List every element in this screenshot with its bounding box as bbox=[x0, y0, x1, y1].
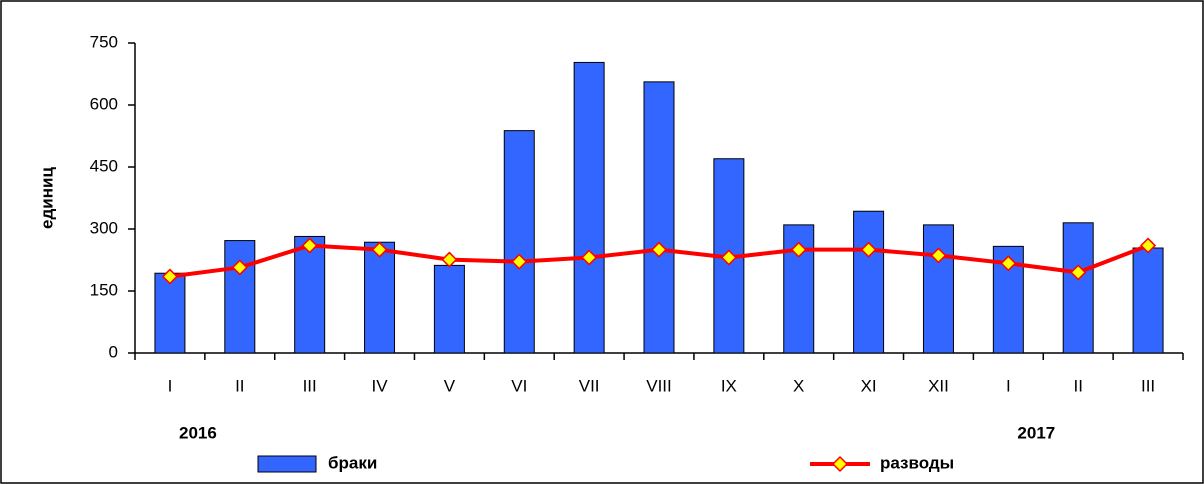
x-tick-label: II bbox=[1073, 376, 1082, 395]
line-marker bbox=[650, 241, 668, 258]
line-marker bbox=[301, 237, 318, 254]
x-tick-label: I bbox=[168, 376, 173, 395]
y-tick-label: 0 bbox=[109, 342, 118, 361]
bar bbox=[1062, 222, 1094, 354]
legend-swatch bbox=[257, 455, 317, 473]
bar bbox=[643, 81, 675, 354]
legend-marker bbox=[831, 455, 849, 473]
bar bbox=[154, 272, 186, 354]
line-marker bbox=[790, 241, 807, 258]
bar bbox=[364, 241, 396, 354]
y-tick-label: 450 bbox=[90, 156, 118, 175]
bar bbox=[922, 224, 954, 354]
x-tick-label: IX bbox=[721, 376, 737, 395]
line-marker bbox=[511, 253, 528, 270]
line-marker bbox=[1070, 264, 1087, 281]
x-tick-label: I bbox=[1006, 376, 1011, 395]
bar bbox=[853, 210, 885, 354]
line-marker bbox=[1140, 237, 1157, 254]
bar bbox=[294, 235, 326, 354]
line-marker bbox=[720, 249, 737, 266]
year-label: 2017 bbox=[1017, 423, 1055, 442]
x-tick-label: III bbox=[1141, 376, 1155, 395]
x-tick-label: VII bbox=[579, 376, 600, 395]
y-tick-label: 150 bbox=[90, 280, 118, 299]
x-tick-label: X bbox=[793, 376, 804, 395]
line-marker bbox=[441, 251, 458, 268]
bar bbox=[1132, 247, 1164, 354]
x-tick-label: II bbox=[235, 376, 244, 395]
x-tick-label: XII bbox=[928, 376, 949, 395]
bar bbox=[503, 130, 535, 354]
y-tick-label: 600 bbox=[90, 94, 118, 113]
line-marker bbox=[371, 241, 388, 258]
x-tick-label: V bbox=[444, 376, 456, 395]
legend-label: разводы bbox=[880, 453, 954, 472]
x-tick-label: III bbox=[303, 376, 317, 395]
year-label: 2016 bbox=[179, 423, 217, 442]
line-marker bbox=[161, 268, 178, 285]
x-tick-label: IV bbox=[372, 376, 389, 395]
y-tick-label: 750 bbox=[90, 32, 118, 51]
x-tick-label: VI bbox=[511, 376, 527, 395]
x-tick-label: VIII bbox=[646, 376, 672, 395]
line-marker bbox=[860, 241, 877, 258]
bar bbox=[433, 264, 465, 354]
y-tick-label: 300 bbox=[90, 218, 118, 237]
line-marker bbox=[930, 247, 947, 264]
bar bbox=[573, 61, 605, 354]
x-tick-label: XI bbox=[861, 376, 877, 395]
y-axis-label: единиц bbox=[37, 167, 56, 229]
line-marker bbox=[231, 259, 248, 276]
line-marker bbox=[581, 249, 598, 266]
legend-label: браки bbox=[328, 453, 377, 472]
bar bbox=[224, 240, 256, 354]
line-marker bbox=[1000, 255, 1017, 272]
